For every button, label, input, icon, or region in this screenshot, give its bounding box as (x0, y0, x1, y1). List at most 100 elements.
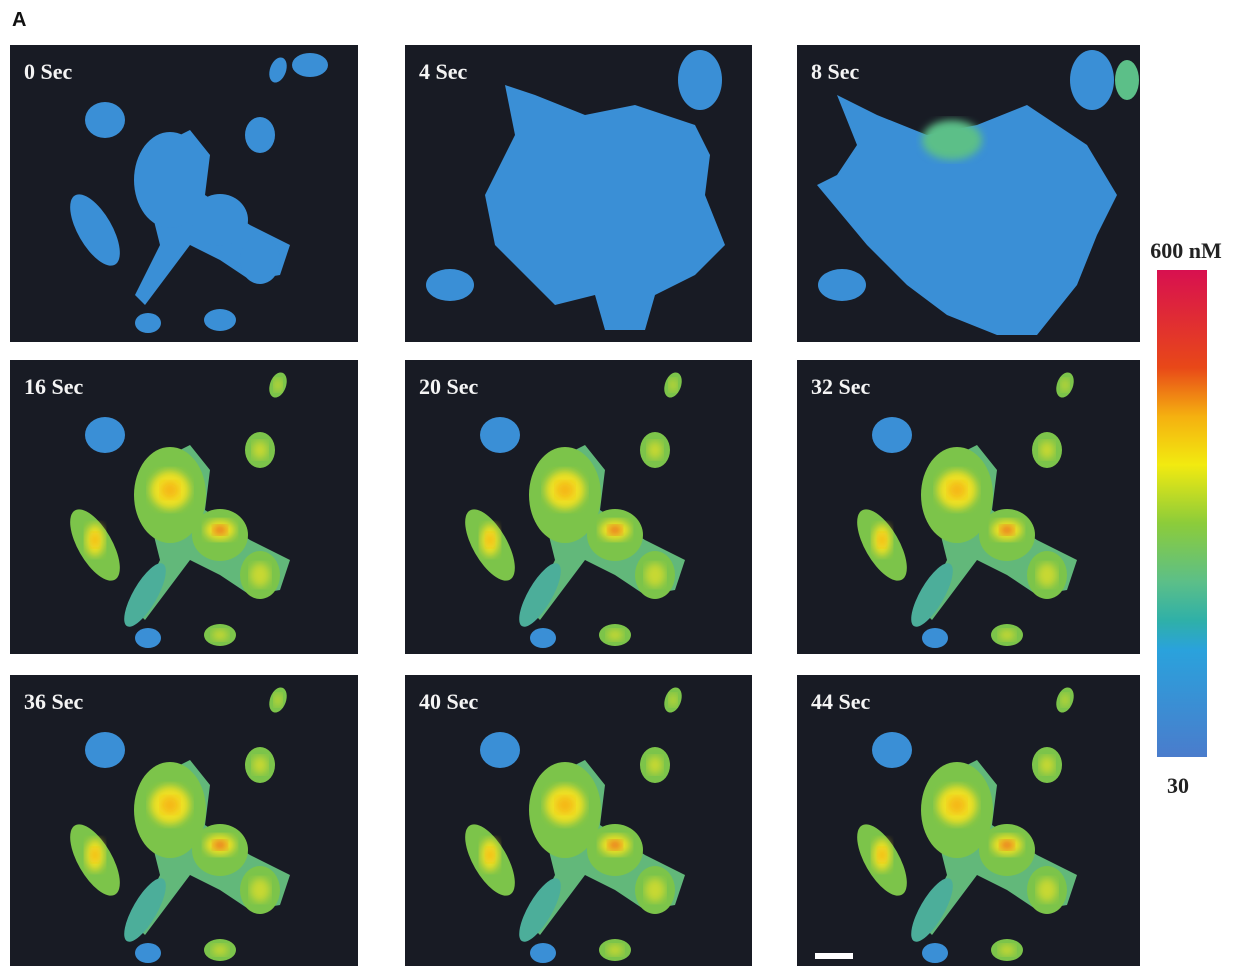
cell-hotspot (999, 944, 1015, 956)
cell-core (556, 796, 574, 814)
image-frame: 20 Sec (405, 360, 752, 654)
cell (480, 417, 520, 453)
cell-hotspot (1039, 756, 1055, 774)
cell (269, 57, 287, 83)
cell-hotspot (212, 944, 228, 956)
cell (485, 85, 725, 330)
cell (911, 563, 953, 627)
image-frame: 40 Sec (405, 675, 752, 966)
frame-label: 36 Sec (24, 689, 84, 714)
frame-label: 4 Sec (419, 59, 468, 84)
frame-label: 32 Sec (811, 374, 871, 399)
cell-core (485, 847, 495, 863)
cell-core (1000, 840, 1014, 850)
cell-core (1000, 525, 1014, 535)
cell-hotspot (607, 944, 623, 956)
cell-core (608, 525, 622, 535)
cell-core (948, 481, 966, 499)
scale-bar (815, 953, 853, 959)
cell (135, 943, 161, 963)
cells (857, 372, 1077, 648)
cell-hotspot (1061, 693, 1069, 707)
image-frame: 32 Sec (797, 360, 1140, 654)
cell (204, 309, 236, 331)
cell-hotspot (999, 629, 1015, 641)
cell-core (213, 840, 227, 850)
cells (817, 50, 1139, 335)
cell-core (213, 525, 227, 535)
image-frame: 4 Sec (405, 45, 752, 342)
cell-core (485, 532, 495, 548)
cell-core (948, 796, 966, 814)
cell-bright (1115, 60, 1139, 100)
frame-label: 20 Sec (419, 374, 479, 399)
cell-core (90, 532, 100, 548)
cell-core (556, 481, 574, 499)
cell-hotspot (1037, 878, 1057, 902)
frame-label: 44 Sec (811, 689, 871, 714)
frame-label: 8 Sec (811, 59, 860, 84)
image-frame: 16 Sec (10, 360, 358, 654)
cell (817, 95, 1117, 335)
frame-label: 40 Sec (419, 689, 479, 714)
cell (678, 50, 722, 110)
cell (70, 194, 120, 266)
image-frame: 0 Sec (10, 45, 358, 342)
cell-hotspot (252, 441, 268, 459)
panels: 0 Sec 4 Sec 8 Sec 16 Sec 20 Sec 32 Sec 36 Sec 4… (10, 45, 1140, 966)
cell-hotspot (250, 878, 270, 902)
panel-label: A (12, 9, 26, 31)
cell (85, 417, 125, 453)
cell (818, 269, 866, 301)
cell-core (161, 796, 179, 814)
cell (124, 878, 166, 942)
cell (530, 943, 556, 963)
cell (1070, 50, 1114, 110)
cell-hotspot (250, 563, 270, 587)
cell-hotspot (645, 563, 665, 587)
cell (911, 878, 953, 942)
cell-hotspot (669, 378, 677, 392)
colorbar-max: 600 nM (1150, 238, 1222, 263)
cell-hotspot (647, 441, 663, 459)
frame-label: 16 Sec (24, 374, 84, 399)
cell-core (608, 840, 622, 850)
cell (240, 236, 280, 284)
cell (922, 628, 948, 648)
cell (872, 732, 912, 768)
cell-hotspot (1061, 378, 1069, 392)
cells (70, 687, 290, 963)
cell (135, 313, 161, 333)
cells (465, 687, 685, 963)
image-frame: 36 Sec (10, 675, 358, 966)
cell-hotspot (645, 878, 665, 902)
colorbar-min: 30 (1167, 773, 1189, 798)
cell (124, 563, 166, 627)
cell-hotspot (1037, 563, 1057, 587)
cell (519, 878, 561, 942)
cell (85, 102, 125, 138)
cell-core (161, 481, 179, 499)
cell (519, 563, 561, 627)
cell (872, 417, 912, 453)
cell (922, 943, 948, 963)
cell-hotspot (647, 756, 663, 774)
frame-label: 0 Sec (24, 59, 73, 84)
cell-hotspot (607, 629, 623, 641)
cell-core (877, 847, 887, 863)
cell (135, 628, 161, 648)
cell (426, 269, 474, 301)
cell-hotspot (252, 756, 268, 774)
cell-core (90, 847, 100, 863)
cell (192, 194, 248, 246)
cells (857, 687, 1077, 963)
cells (70, 53, 328, 333)
colorbar (1157, 270, 1207, 757)
cell-hotspot (274, 693, 282, 707)
cell (245, 117, 275, 153)
cells (70, 372, 290, 648)
cell-hotspot (212, 629, 228, 641)
image-frame: 8 Sec (797, 45, 1140, 342)
